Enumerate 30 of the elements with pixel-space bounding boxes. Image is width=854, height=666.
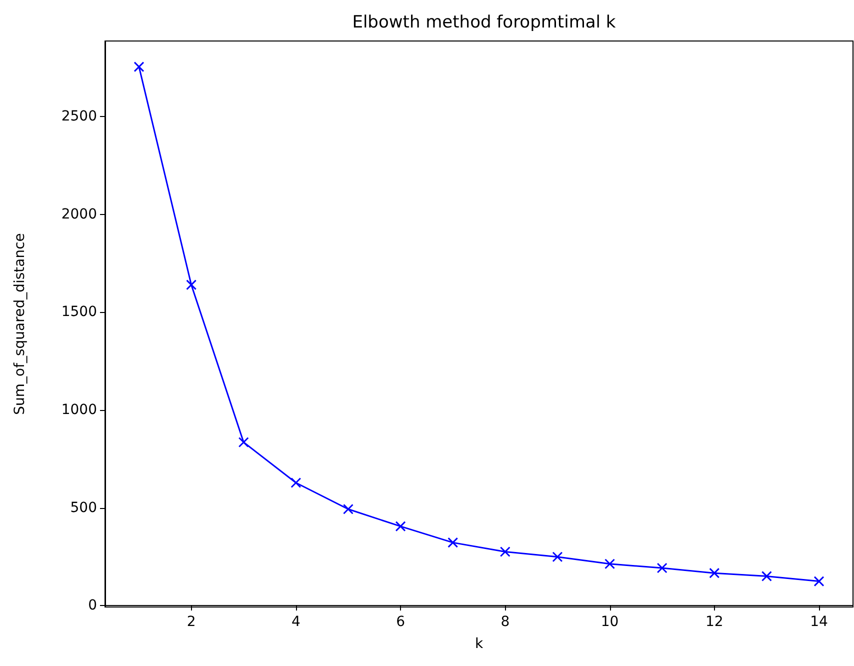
y-tick-label: 2500 xyxy=(61,108,97,125)
point xyxy=(290,477,302,488)
point xyxy=(552,552,563,562)
point xyxy=(134,62,144,72)
point xyxy=(656,562,668,574)
x-axis-title: k xyxy=(474,636,484,652)
x-tick-label: 8 xyxy=(500,614,510,630)
point xyxy=(761,570,772,582)
point xyxy=(448,537,458,548)
y-axis-title: Sum_of_squared_distance xyxy=(12,233,28,415)
x-tick-label: 2 xyxy=(186,614,196,630)
point xyxy=(709,568,720,578)
point xyxy=(342,504,354,514)
point xyxy=(500,546,510,558)
point xyxy=(238,437,249,448)
x-tick-label: 14 xyxy=(810,614,828,630)
y-tick-label: 1500 xyxy=(61,304,97,320)
point xyxy=(395,521,406,532)
point xyxy=(186,280,197,290)
y-tick-label: 0 xyxy=(88,598,97,614)
y-tick-label: 500 xyxy=(70,500,97,516)
x-tick-label: 6 xyxy=(396,614,406,630)
x-tick-label: 12 xyxy=(705,614,724,630)
y-tick-label: 2000 xyxy=(61,206,97,222)
y-tick-label: 1000 xyxy=(61,402,97,418)
chart-title: Elbowth method foropmtimal k xyxy=(352,12,616,32)
x-tick-label: 10 xyxy=(600,614,619,630)
x-tick-label: 4 xyxy=(291,614,300,630)
point xyxy=(814,576,824,587)
point xyxy=(604,558,616,570)
